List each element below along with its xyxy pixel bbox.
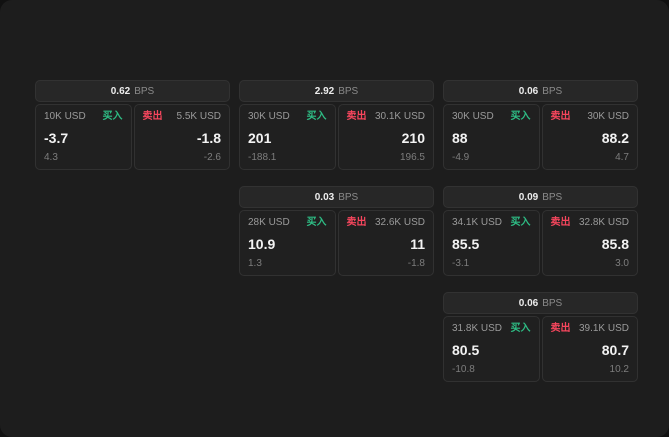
sell-amount: 30.1K USD	[374, 111, 425, 122]
sell-price: 11	[410, 235, 425, 252]
sell-price: 210	[401, 129, 425, 146]
sell-button[interactable]: 卖出	[346, 111, 367, 122]
buy-button[interactable]: 买入	[102, 111, 123, 122]
buy-panel[interactable]: 10K USD 买入 -3.7 4.3	[35, 104, 132, 170]
sell-delta: -2.6	[203, 152, 221, 163]
bps-value: 0.62	[110, 85, 131, 97]
bps-value: 0.06	[518, 297, 539, 309]
buy-amount: 31.8K USD	[452, 323, 503, 334]
sell-button[interactable]: 卖出	[550, 323, 571, 334]
sell-button[interactable]: 卖出	[142, 111, 163, 122]
buy-amount: 30K USD	[452, 111, 494, 122]
buy-price: 10.9	[248, 235, 276, 252]
bps-unit: BPS	[542, 191, 563, 203]
buy-delta: -3.1	[452, 258, 470, 269]
sell-panel[interactable]: 卖出 32.8K USD 85.8 3.0	[541, 210, 638, 276]
sell-button[interactable]: 卖出	[550, 111, 571, 122]
card-header: 0.09 BPS	[443, 186, 638, 208]
buy-delta: 4.3	[44, 152, 58, 163]
card-body: 10K USD 买入 -3.7 4.3 卖出 5.5K USD -1.8 -2.…	[35, 104, 230, 170]
sell-price: -1.8	[196, 129, 221, 146]
card-header: 0.06 BPS	[443, 292, 638, 314]
quote-card: 0.09 BPS 34.1K USD 买入 85.5 -3.1 卖出 32.8K…	[443, 186, 638, 276]
buy-button[interactable]: 买入	[510, 217, 531, 228]
buy-button[interactable]: 买入	[306, 111, 327, 122]
bps-unit: BPS	[134, 85, 155, 97]
buy-delta: 1.3	[248, 258, 262, 269]
bps-value: 0.03	[314, 191, 335, 203]
card-header: 0.03 BPS	[239, 186, 434, 208]
bps-unit: BPS	[542, 297, 563, 309]
sell-panel[interactable]: 卖出 32.6K USD 11 -1.8	[337, 210, 434, 276]
bps-unit: BPS	[338, 191, 359, 203]
sell-panel[interactable]: 卖出 5.5K USD -1.8 -2.6	[133, 104, 230, 170]
sell-amount: 30K USD	[587, 111, 629, 122]
sell-button[interactable]: 卖出	[346, 217, 367, 228]
buy-panel[interactable]: 28K USD 买入 10.9 1.3	[239, 210, 336, 276]
buy-button[interactable]: 买入	[510, 323, 531, 334]
sell-delta: 4.7	[615, 152, 629, 163]
bps-unit: BPS	[338, 85, 359, 97]
bps-value: 0.09	[518, 191, 539, 203]
quote-card: 0.03 BPS 28K USD 买入 10.9 1.3 卖出 32.6K US…	[239, 186, 434, 276]
buy-delta: -4.9	[452, 152, 470, 163]
sell-delta: 3.0	[615, 258, 629, 269]
buy-price: -3.7	[44, 129, 69, 146]
buy-delta: -188.1	[248, 152, 277, 163]
card-header: 0.06 BPS	[443, 80, 638, 102]
sell-price: 85.8	[601, 235, 629, 252]
sell-delta: 196.5	[399, 152, 425, 163]
sell-button[interactable]: 卖出	[550, 217, 571, 228]
card-header: 0.62 BPS	[35, 80, 230, 102]
quote-grid: 0.62 BPS 10K USD 买入 -3.7 4.3 卖出 5.5K USD	[35, 80, 638, 382]
quote-card: 0.62 BPS 10K USD 买入 -3.7 4.3 卖出 5.5K USD	[35, 80, 230, 170]
buy-button[interactable]: 买入	[306, 217, 327, 228]
buy-amount: 10K USD	[44, 111, 86, 122]
buy-amount: 34.1K USD	[452, 217, 503, 228]
sell-amount: 5.5K USD	[176, 111, 221, 122]
sell-panel[interactable]: 卖出 30K USD 88.2 4.7	[541, 104, 638, 170]
card-body: 28K USD 买入 10.9 1.3 卖出 32.6K USD 11 -1.8	[239, 210, 434, 276]
sell-amount: 32.6K USD	[374, 217, 425, 228]
card-body: 30K USD 买入 88 -4.9 卖出 30K USD 88.2 4.7	[443, 104, 638, 170]
sell-amount: 32.8K USD	[578, 217, 629, 228]
sell-panel[interactable]: 卖出 30.1K USD 210 196.5	[337, 104, 434, 170]
buy-panel[interactable]: 30K USD 买入 201 -188.1	[239, 104, 336, 170]
sell-amount: 39.1K USD	[578, 323, 629, 334]
quote-card: 0.06 BPS 31.8K USD 买入 80.5 -10.8 卖出 39.1…	[443, 292, 638, 382]
sell-panel[interactable]: 卖出 39.1K USD 80.7 10.2	[541, 316, 638, 382]
card-body: 34.1K USD 买入 85.5 -3.1 卖出 32.8K USD 85.8…	[443, 210, 638, 276]
buy-panel[interactable]: 30K USD 买入 88 -4.9	[443, 104, 540, 170]
buy-amount: 30K USD	[248, 111, 290, 122]
buy-delta: -10.8	[452, 364, 475, 375]
quote-card: 2.92 BPS 30K USD 买入 201 -188.1 卖出 30.1K …	[239, 80, 434, 170]
buy-button[interactable]: 买入	[510, 111, 531, 122]
sell-price: 80.7	[601, 341, 629, 358]
buy-price: 80.5	[452, 341, 480, 358]
bps-value: 0.06	[518, 85, 539, 97]
card-body: 31.8K USD 买入 80.5 -10.8 卖出 39.1K USD 80.…	[443, 316, 638, 382]
buy-panel[interactable]: 31.8K USD 买入 80.5 -10.8	[443, 316, 540, 382]
bps-value: 2.92	[314, 85, 335, 97]
bps-unit: BPS	[542, 85, 563, 97]
card-header: 2.92 BPS	[239, 80, 434, 102]
buy-price: 85.5	[452, 235, 480, 252]
buy-amount: 28K USD	[248, 217, 290, 228]
sell-price: 88.2	[601, 129, 629, 146]
sell-delta: 10.2	[609, 364, 629, 375]
sell-delta: -1.8	[407, 258, 425, 269]
buy-panel[interactable]: 34.1K USD 买入 85.5 -3.1	[443, 210, 540, 276]
buy-price: 201	[248, 129, 272, 146]
quote-card: 0.06 BPS 30K USD 买入 88 -4.9 卖出 30K USD	[443, 80, 638, 170]
card-body: 30K USD 买入 201 -188.1 卖出 30.1K USD 210 1…	[239, 104, 434, 170]
buy-price: 88	[452, 129, 468, 146]
